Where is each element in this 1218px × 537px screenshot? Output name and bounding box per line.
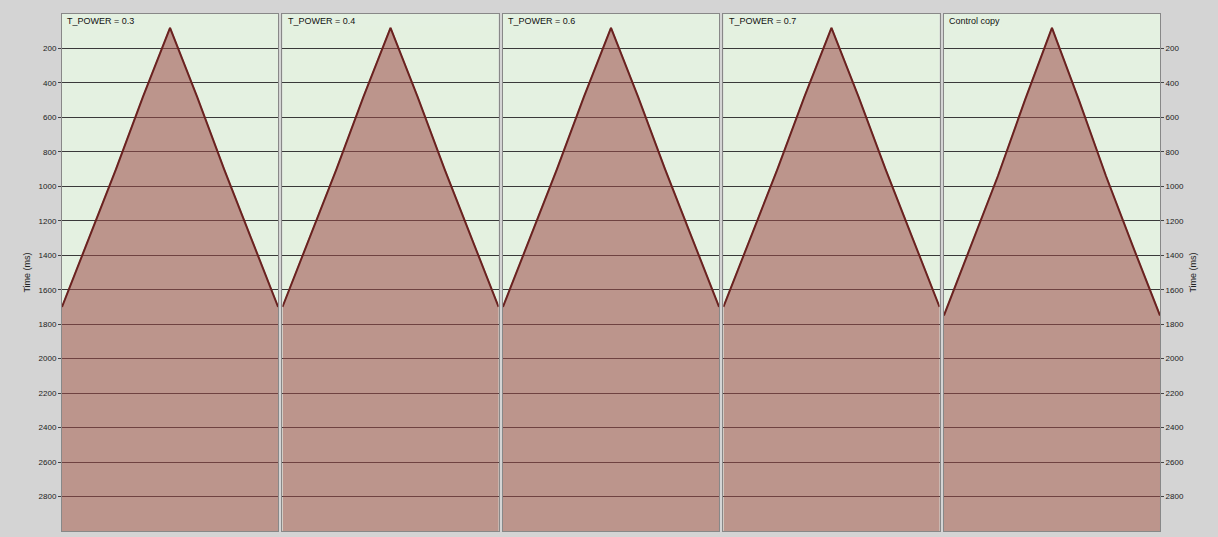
svg-text:2200: 2200 [1166, 389, 1184, 398]
svg-text:400: 400 [43, 79, 57, 88]
svg-text:2400: 2400 [39, 423, 57, 432]
svg-text:Time (ms): Time (ms) [22, 252, 32, 292]
svg-text:1400: 1400 [39, 251, 57, 260]
svg-text:T_POWER = 0.6: T_POWER = 0.6 [508, 16, 575, 26]
svg-text:T_POWER = 0.3: T_POWER = 0.3 [67, 16, 134, 26]
svg-text:1800: 1800 [1166, 320, 1184, 329]
svg-text:1400: 1400 [1166, 251, 1184, 260]
svg-text:2400: 2400 [1166, 423, 1184, 432]
svg-text:T_POWER = 0.4: T_POWER = 0.4 [288, 16, 355, 26]
svg-text:1000: 1000 [39, 182, 57, 191]
svg-text:2000: 2000 [1166, 354, 1184, 363]
svg-text:2200: 2200 [39, 389, 57, 398]
svg-text:1200: 1200 [1166, 217, 1184, 226]
svg-text:1600: 1600 [39, 286, 57, 295]
svg-text:800: 800 [1166, 148, 1180, 157]
svg-text:1200: 1200 [39, 217, 57, 226]
svg-text:1800: 1800 [39, 320, 57, 329]
svg-text:T_POWER = 0.7: T_POWER = 0.7 [729, 16, 796, 26]
svg-text:400: 400 [1166, 79, 1180, 88]
svg-text:Control copy: Control copy [949, 16, 1000, 26]
svg-text:2000: 2000 [39, 354, 57, 363]
svg-text:2800: 2800 [39, 492, 57, 501]
svg-text:800: 800 [43, 148, 57, 157]
svg-text:200: 200 [43, 44, 57, 53]
svg-text:Time (ms): Time (ms) [1188, 252, 1198, 292]
svg-text:1600: 1600 [1166, 286, 1184, 295]
svg-text:2600: 2600 [1166, 458, 1184, 467]
svg-text:2800: 2800 [1166, 492, 1184, 501]
svg-text:600: 600 [43, 113, 57, 122]
svg-text:200: 200 [1166, 44, 1180, 53]
svg-text:600: 600 [1166, 113, 1180, 122]
svg-text:2600: 2600 [39, 458, 57, 467]
svg-text:1000: 1000 [1166, 182, 1184, 191]
